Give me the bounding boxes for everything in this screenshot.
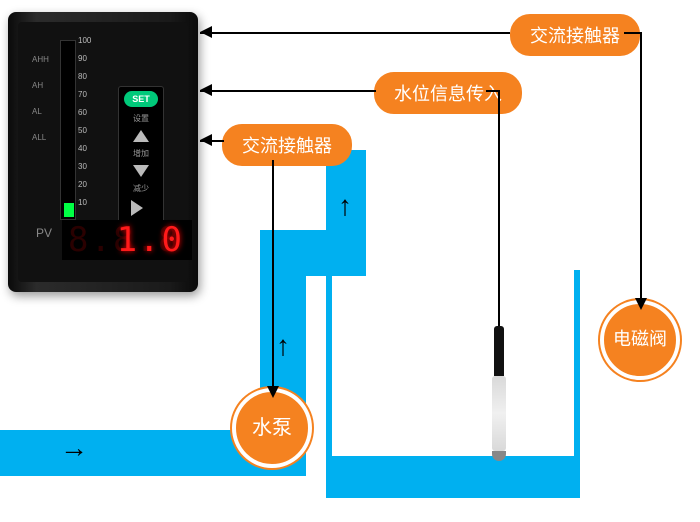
pv-label: PV — [36, 226, 52, 240]
wire-left-v — [272, 160, 274, 388]
inlet-pipe — [0, 430, 260, 476]
valve-node: 电磁阀 — [600, 300, 680, 380]
flow-arrow-rise1: ↑ — [276, 330, 290, 362]
button-panel: SET 设置 增加 减少 右移 — [118, 86, 164, 238]
wire-top-arrow-in — [200, 26, 212, 38]
wire-top-h — [200, 32, 510, 34]
down-button[interactable] — [133, 165, 149, 177]
seven-seg-display: 8.8.8 1.0 — [62, 220, 192, 260]
wire-top-arrow — [635, 298, 647, 310]
wire-left-arrow — [267, 386, 279, 398]
wire-left-arrow-in — [200, 134, 212, 146]
wire-top-h2 — [624, 32, 642, 34]
diagram-canvas: → ↑ ↑ AHH AH AL ALL 100 90 80 70 60 50 4… — [0, 0, 700, 522]
label-ac-contactor-top: 交流接触器 — [510, 14, 640, 56]
tank-water — [332, 456, 574, 492]
bar-scale — [60, 40, 76, 220]
alarm-labels: AHH AH AL ALL — [32, 52, 49, 156]
level-sensor — [492, 326, 506, 461]
up-button[interactable] — [133, 130, 149, 142]
set-button[interactable]: SET — [124, 91, 158, 107]
label-ac-contactor-left: 交流接触器 — [222, 124, 352, 166]
right-button[interactable] — [131, 200, 151, 216]
wire-info-h2 — [486, 90, 500, 92]
wire-info-h — [200, 90, 376, 92]
wire-info-arrow — [200, 84, 212, 96]
wire-info-v — [498, 90, 500, 326]
flow-arrow-rise2: ↑ — [338, 190, 352, 222]
scale-ticks: 100 90 80 70 60 50 40 30 20 10 — [78, 40, 108, 220]
flow-arrow-inlet: → — [60, 432, 88, 464]
wire-top-v — [640, 32, 642, 300]
level-controller: AHH AH AL ALL 100 90 80 70 60 50 40 30 2… — [8, 12, 198, 292]
pump-node: 水泵 — [232, 388, 312, 468]
